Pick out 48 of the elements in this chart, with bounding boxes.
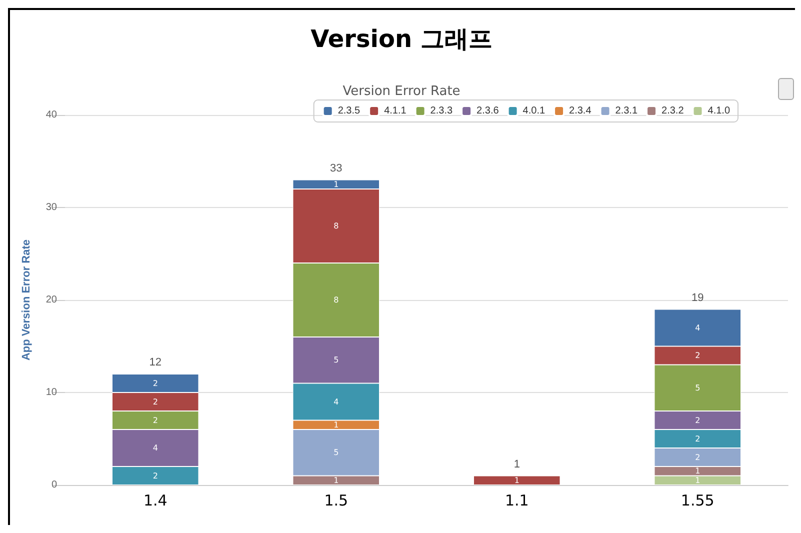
y-tick-label: 0 — [51, 480, 58, 490]
data-label: 2 — [152, 416, 158, 425]
legend-label: 2.3.6 — [476, 106, 500, 116]
data-label: 2 — [152, 397, 158, 406]
x-tick-label: 1.4 — [143, 492, 168, 510]
data-label: 4 — [152, 444, 158, 452]
y-tick-label: 40 — [46, 110, 58, 120]
data-label: 8 — [334, 296, 339, 304]
data-label: 2 — [695, 416, 700, 425]
bar — [473, 476, 560, 485]
legend-label: 4.1.1 — [384, 106, 407, 116]
legend-label: 2.3.4 — [569, 106, 592, 116]
data-label: 1 — [334, 420, 339, 430]
x-tick-label: 1.5 — [324, 492, 348, 510]
data-label: 5 — [695, 383, 700, 392]
data-label: 8 — [334, 222, 339, 230]
data-label: 1 — [695, 466, 700, 476]
data-label: 2 — [695, 434, 700, 444]
total-label: 1 — [514, 458, 520, 470]
data-label: 2 — [695, 452, 700, 462]
legend-label: 4.1.0 — [708, 106, 730, 116]
legend-label: 2.3.2 — [662, 106, 684, 116]
total-label: 12 — [149, 356, 162, 368]
y-tick-label: 10 — [46, 387, 58, 398]
data-label: 2 — [152, 471, 158, 480]
chart-subtitle: Version Error Rate — [342, 84, 460, 99]
data-label: 1 — [334, 476, 339, 485]
legend-label: 2.3.1 — [615, 106, 638, 116]
y-tick-label: 30 — [46, 202, 58, 213]
data-label: 1 — [695, 476, 700, 485]
y-tick-label: 20 — [46, 294, 58, 306]
chart-title: Version 그래프 — [310, 25, 492, 53]
data-label: 1 — [514, 476, 520, 485]
data-label: 2 — [695, 351, 700, 360]
data-label: 5 — [334, 448, 339, 458]
legend-label: 2.3.5 — [338, 106, 361, 116]
x-tick-label: 1.1 — [504, 492, 529, 510]
data-label: 5 — [334, 356, 339, 365]
x-tick-label: 1.55 — [680, 492, 714, 510]
data-label: 2 — [152, 378, 158, 388]
data-label: 1 — [334, 180, 339, 189]
total-label: 33 — [330, 162, 342, 174]
data-label: 4 — [334, 397, 339, 406]
legend-label: 2.3.3 — [430, 106, 453, 116]
legend-label: 4.0.1 — [522, 106, 546, 116]
y-axis-title: App Version Error Rate — [20, 239, 32, 361]
data-label: 4 — [695, 323, 700, 332]
total-label: 19 — [692, 292, 704, 304]
